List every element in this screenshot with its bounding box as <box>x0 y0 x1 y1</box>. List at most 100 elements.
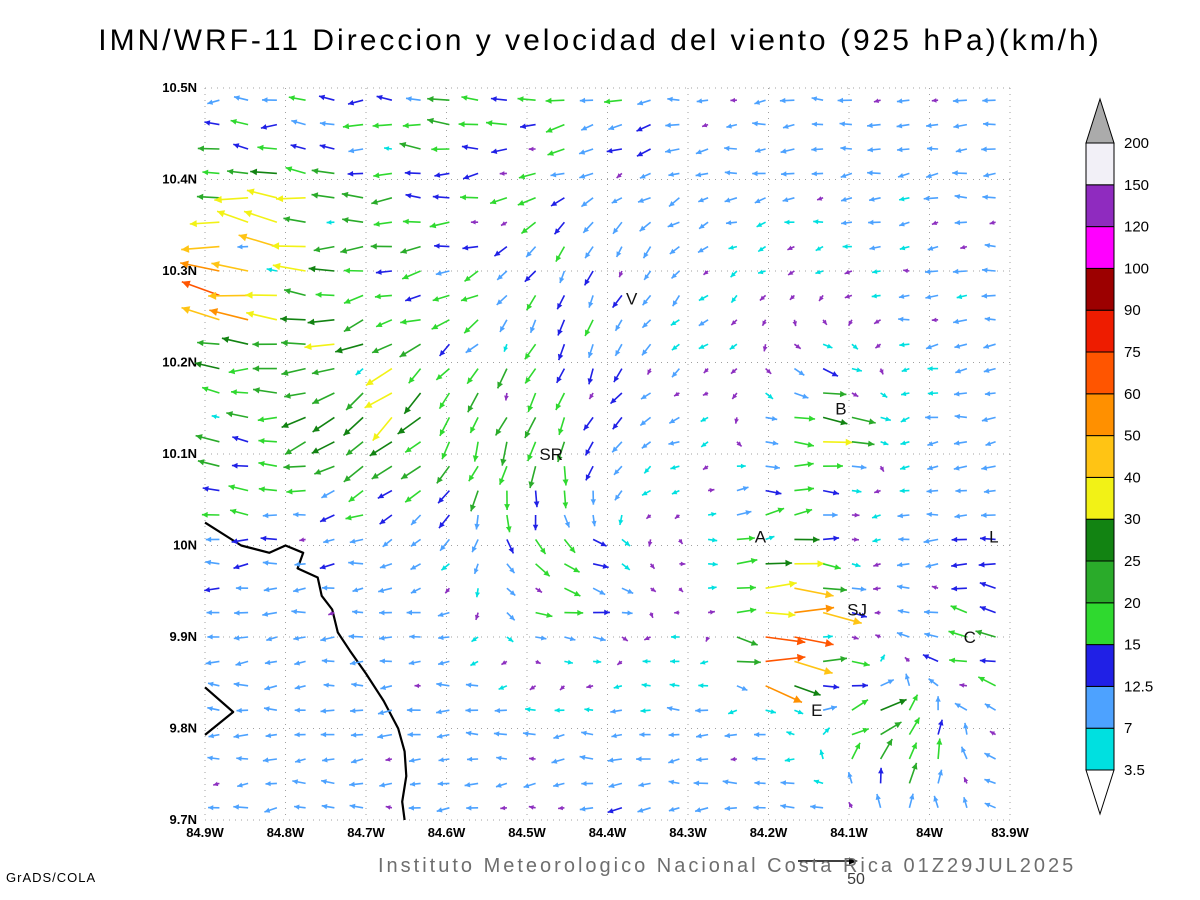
station-label: SJ <box>847 601 867 620</box>
wind-arrow-head <box>438 497 444 504</box>
colorbar-segment <box>1085 351 1115 395</box>
wind-arrow-head <box>497 274 503 280</box>
wind-arrow-head <box>378 709 384 716</box>
wind-arrow-head <box>832 512 838 518</box>
wind-arrow-head <box>579 97 586 104</box>
wind-arrow-head <box>533 501 540 508</box>
wind-arrow-head <box>529 756 534 762</box>
wind-arrow-head <box>380 684 386 690</box>
wind-arrow-head <box>217 210 226 218</box>
wind-arrow-head <box>927 366 933 372</box>
wind-arrow-head <box>711 512 717 517</box>
wind-arrow-head <box>951 562 958 568</box>
wind-arrow-head <box>527 454 533 462</box>
wind-arrow-head <box>770 709 776 714</box>
wind-arrow-head <box>693 780 700 786</box>
wind-arrow-head <box>311 369 319 376</box>
wind-arrow-head <box>833 684 840 690</box>
wind-arrow-head <box>524 352 531 360</box>
wind-arrow-head <box>284 392 291 399</box>
wind-arrow-head <box>872 269 878 274</box>
wind-arrow-head <box>475 592 480 598</box>
wind-arrow-head <box>805 508 813 515</box>
wind-arrow-head <box>322 757 328 763</box>
wind-arrow-head <box>955 488 961 494</box>
wind-arrow-head <box>462 245 469 251</box>
station-label: L <box>989 527 998 546</box>
wind-arrow-head <box>591 520 597 527</box>
wind-arrow-head <box>197 339 204 347</box>
wind-arrow-head <box>181 306 191 314</box>
wind-arrow-head <box>840 656 847 663</box>
wind-arrow-head <box>611 198 618 204</box>
wind-arrow-head <box>983 343 990 349</box>
wind-arrow-head <box>293 512 299 518</box>
wind-arrow-head <box>436 709 442 715</box>
station-label: B <box>835 399 846 418</box>
wind-arrow-head <box>409 781 416 787</box>
wind-arrow-head <box>351 758 357 764</box>
colorbar-tick-label: 3.5 <box>1124 762 1145 779</box>
wind-arrow-head <box>728 245 734 250</box>
wind-arrow-head <box>985 441 992 446</box>
wind-arrow-head <box>700 660 706 665</box>
wind-arrow-head <box>642 490 648 496</box>
wind-arrow-head <box>587 378 594 385</box>
wind-arrow-head <box>293 635 299 641</box>
colorbar-above-triangle <box>1085 97 1115 144</box>
wind-arrow-head <box>696 98 703 104</box>
wind-arrow-head <box>813 779 820 785</box>
wind-arrow-head <box>345 514 352 521</box>
wind-arrow-head <box>781 171 787 177</box>
wind-arrow-head <box>981 146 987 152</box>
wind-arrow-head <box>840 419 848 426</box>
y-tick-label: 9.7N <box>170 812 197 827</box>
wind-arrow-head <box>236 756 242 762</box>
wind-arrow-head <box>911 762 918 770</box>
wind-arrow-head <box>811 121 817 127</box>
wind-arrow-head <box>819 749 825 756</box>
wind-arrow-head <box>264 685 271 691</box>
wind-arrow-head <box>852 617 862 625</box>
colorbar-tick-label: 25 <box>1124 553 1141 570</box>
wind-arrow-head <box>596 659 602 664</box>
wind-arrow-head <box>837 97 844 104</box>
y-tick-label: 10.1N <box>162 446 197 461</box>
wind-arrow-head <box>547 150 554 156</box>
wind-arrow-head <box>205 559 212 566</box>
colorbar-segment <box>1085 267 1115 311</box>
wind-arrow-head <box>461 95 468 101</box>
wind-arrow-head <box>439 521 445 529</box>
wind-arrow-head <box>887 679 894 685</box>
wind-arrow-head <box>979 658 986 664</box>
wind-arrow-head <box>221 336 230 343</box>
wind-arrow-head <box>508 637 514 642</box>
wind-arrow-head <box>827 634 833 640</box>
wind-arrow-head <box>954 194 961 200</box>
wind-arrow-head <box>983 172 990 178</box>
wind-arrow-head <box>615 324 621 331</box>
wind-arrow-head <box>936 738 943 745</box>
wind-arrow-head <box>981 512 987 518</box>
wind-arrow-head <box>616 173 622 178</box>
wind-arrow-head <box>724 170 731 176</box>
wind-arrow-head <box>379 782 385 788</box>
wind-arrow-head <box>923 538 930 544</box>
wind-arrow-head <box>491 148 498 154</box>
coastline <box>204 521 408 821</box>
wind-arrow-head <box>925 414 931 421</box>
wind-arrow-head <box>950 605 957 611</box>
wind-arrow-head <box>461 296 468 302</box>
wind-arrow-head <box>780 780 786 786</box>
colorbar-segment <box>1085 435 1115 478</box>
wind-arrow-head <box>983 367 990 373</box>
wind-arrow-head <box>384 146 390 151</box>
wind-arrow-head <box>340 247 348 254</box>
wind-arrow-head <box>709 488 715 493</box>
wind-arrow-head <box>231 462 238 469</box>
wind-arrow-head <box>520 123 527 129</box>
wind-arrow-head <box>787 245 793 250</box>
wind-arrow-head <box>504 395 509 401</box>
wind-arrow-head <box>668 806 675 812</box>
wind-arrow-head <box>499 478 505 485</box>
